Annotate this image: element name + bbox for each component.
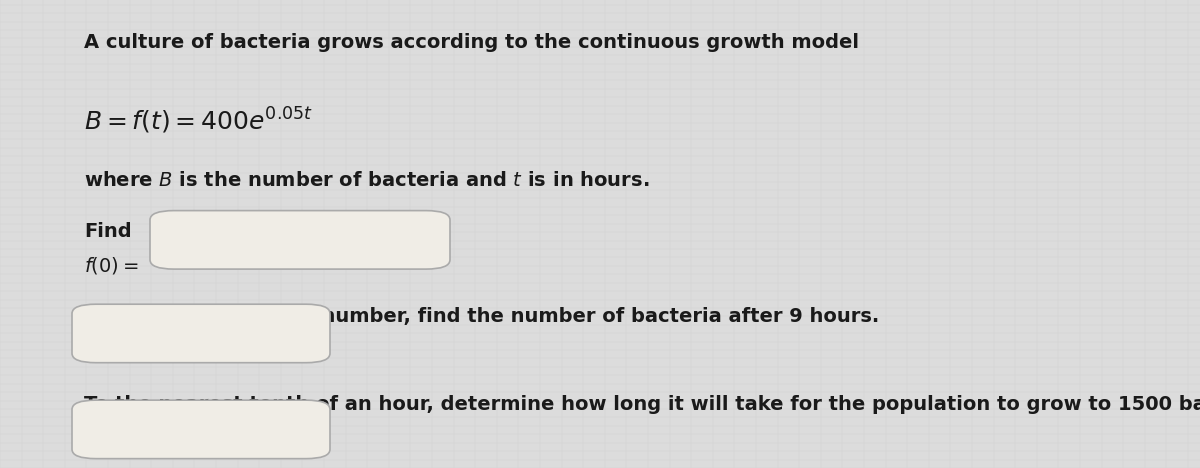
FancyBboxPatch shape — [150, 211, 450, 269]
FancyBboxPatch shape — [72, 400, 330, 459]
Text: $B = f(t) = 400e^{0.05t}$: $B = f(t) = 400e^{0.05t}$ — [84, 105, 313, 136]
Text: To the nearest tenth of an hour, determine how long it will take for the populat: To the nearest tenth of an hour, determi… — [84, 395, 1200, 415]
Text: where $B$ is the number of bacteria and $t$ is in hours.: where $B$ is the number of bacteria and … — [84, 171, 649, 190]
FancyBboxPatch shape — [72, 304, 330, 363]
Text: $f(0) =$: $f(0) =$ — [84, 255, 139, 276]
Text: To the nearest whole number, find the number of bacteria after 9 hours.: To the nearest whole number, find the nu… — [84, 307, 880, 326]
Text: Find: Find — [84, 222, 132, 241]
Text: A culture of bacteria grows according to the continuous growth model: A culture of bacteria grows according to… — [84, 33, 859, 52]
